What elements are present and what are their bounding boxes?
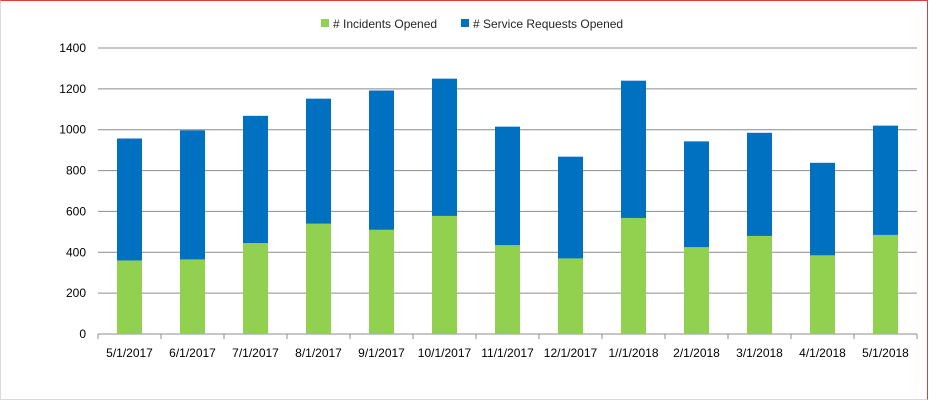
x-axis: 5/1/2017 6/1/2017 7/1/2017 8/1/2017 9/1/2017…	[97, 334, 918, 360]
bar-incidents	[369, 229, 394, 334]
legend: # Incidents Opened # Service Requests Ope…	[321, 17, 623, 31]
bar-incidents	[684, 247, 709, 334]
x-tick-label: 3/1/2018	[736, 346, 783, 360]
y-tick-label: 200	[66, 286, 86, 300]
x-tick-label: 2/1/2018	[673, 346, 720, 360]
chart-frame: # Incidents Opened # Service Requests Ope…	[0, 0, 928, 400]
x-tick-label: 5/1/2017	[106, 346, 153, 360]
bar-service-requests	[873, 125, 898, 235]
bar-service-requests	[810, 162, 835, 256]
legend-swatch	[461, 19, 469, 27]
y-tick-label: 1400	[59, 41, 86, 55]
bar-service-requests	[747, 132, 772, 236]
bar-service-requests	[495, 126, 520, 246]
y-tick-label: 1200	[59, 82, 86, 96]
y-tick-label: 600	[66, 204, 86, 218]
bar-incidents	[243, 243, 268, 334]
x-tick-label: 1//1/2018	[608, 346, 658, 360]
legend-label: # Service Requests Opened	[473, 17, 623, 31]
bar-incidents	[117, 260, 142, 334]
y-tick-label: 1000	[59, 123, 86, 137]
stacked-bar-chart: # Incidents Opened # Service Requests Ope…	[59, 17, 918, 360]
bar-incidents	[495, 245, 520, 334]
legend-label: # Incidents Opened	[333, 17, 437, 31]
bar-incidents	[747, 235, 772, 334]
x-tick-label: 4/1/2018	[799, 346, 846, 360]
bar-service-requests	[558, 156, 583, 259]
bar-incidents	[432, 215, 457, 334]
bar-service-requests	[684, 141, 709, 248]
bar-service-requests	[306, 98, 331, 224]
bar-incidents	[621, 217, 646, 334]
y-tick-label: 800	[66, 164, 86, 178]
bar-service-requests	[117, 138, 142, 261]
bar-incidents	[558, 258, 583, 334]
x-tick-label: 7/1/2017	[232, 346, 279, 360]
x-tick-label: 11/1/2017	[481, 346, 534, 360]
bar-service-requests	[369, 90, 394, 230]
y-tick-label: 400	[66, 245, 86, 259]
bars	[117, 78, 898, 334]
bar-service-requests	[180, 130, 205, 260]
x-tick-label: 8/1/2017	[295, 346, 342, 360]
x-tick-label: 10/1/2017	[418, 346, 472, 360]
bar-incidents	[306, 223, 331, 334]
x-tick-label: 5/1/2018	[862, 346, 909, 360]
bar-incidents	[180, 259, 205, 334]
legend-swatch	[321, 19, 329, 27]
bar-service-requests	[621, 80, 646, 218]
y-tick-label: 0	[79, 327, 86, 341]
bar-incidents	[810, 255, 835, 334]
bar-service-requests	[432, 78, 457, 216]
x-tick-label: 12/1/2017	[544, 346, 598, 360]
x-tick-label: 9/1/2017	[358, 346, 405, 360]
bar-incidents	[873, 234, 898, 334]
bar-service-requests	[243, 115, 268, 244]
y-axis: 0 200 400 600 800 1000 1200 1400	[59, 41, 86, 341]
x-tick-label: 6/1/2017	[169, 346, 216, 360]
